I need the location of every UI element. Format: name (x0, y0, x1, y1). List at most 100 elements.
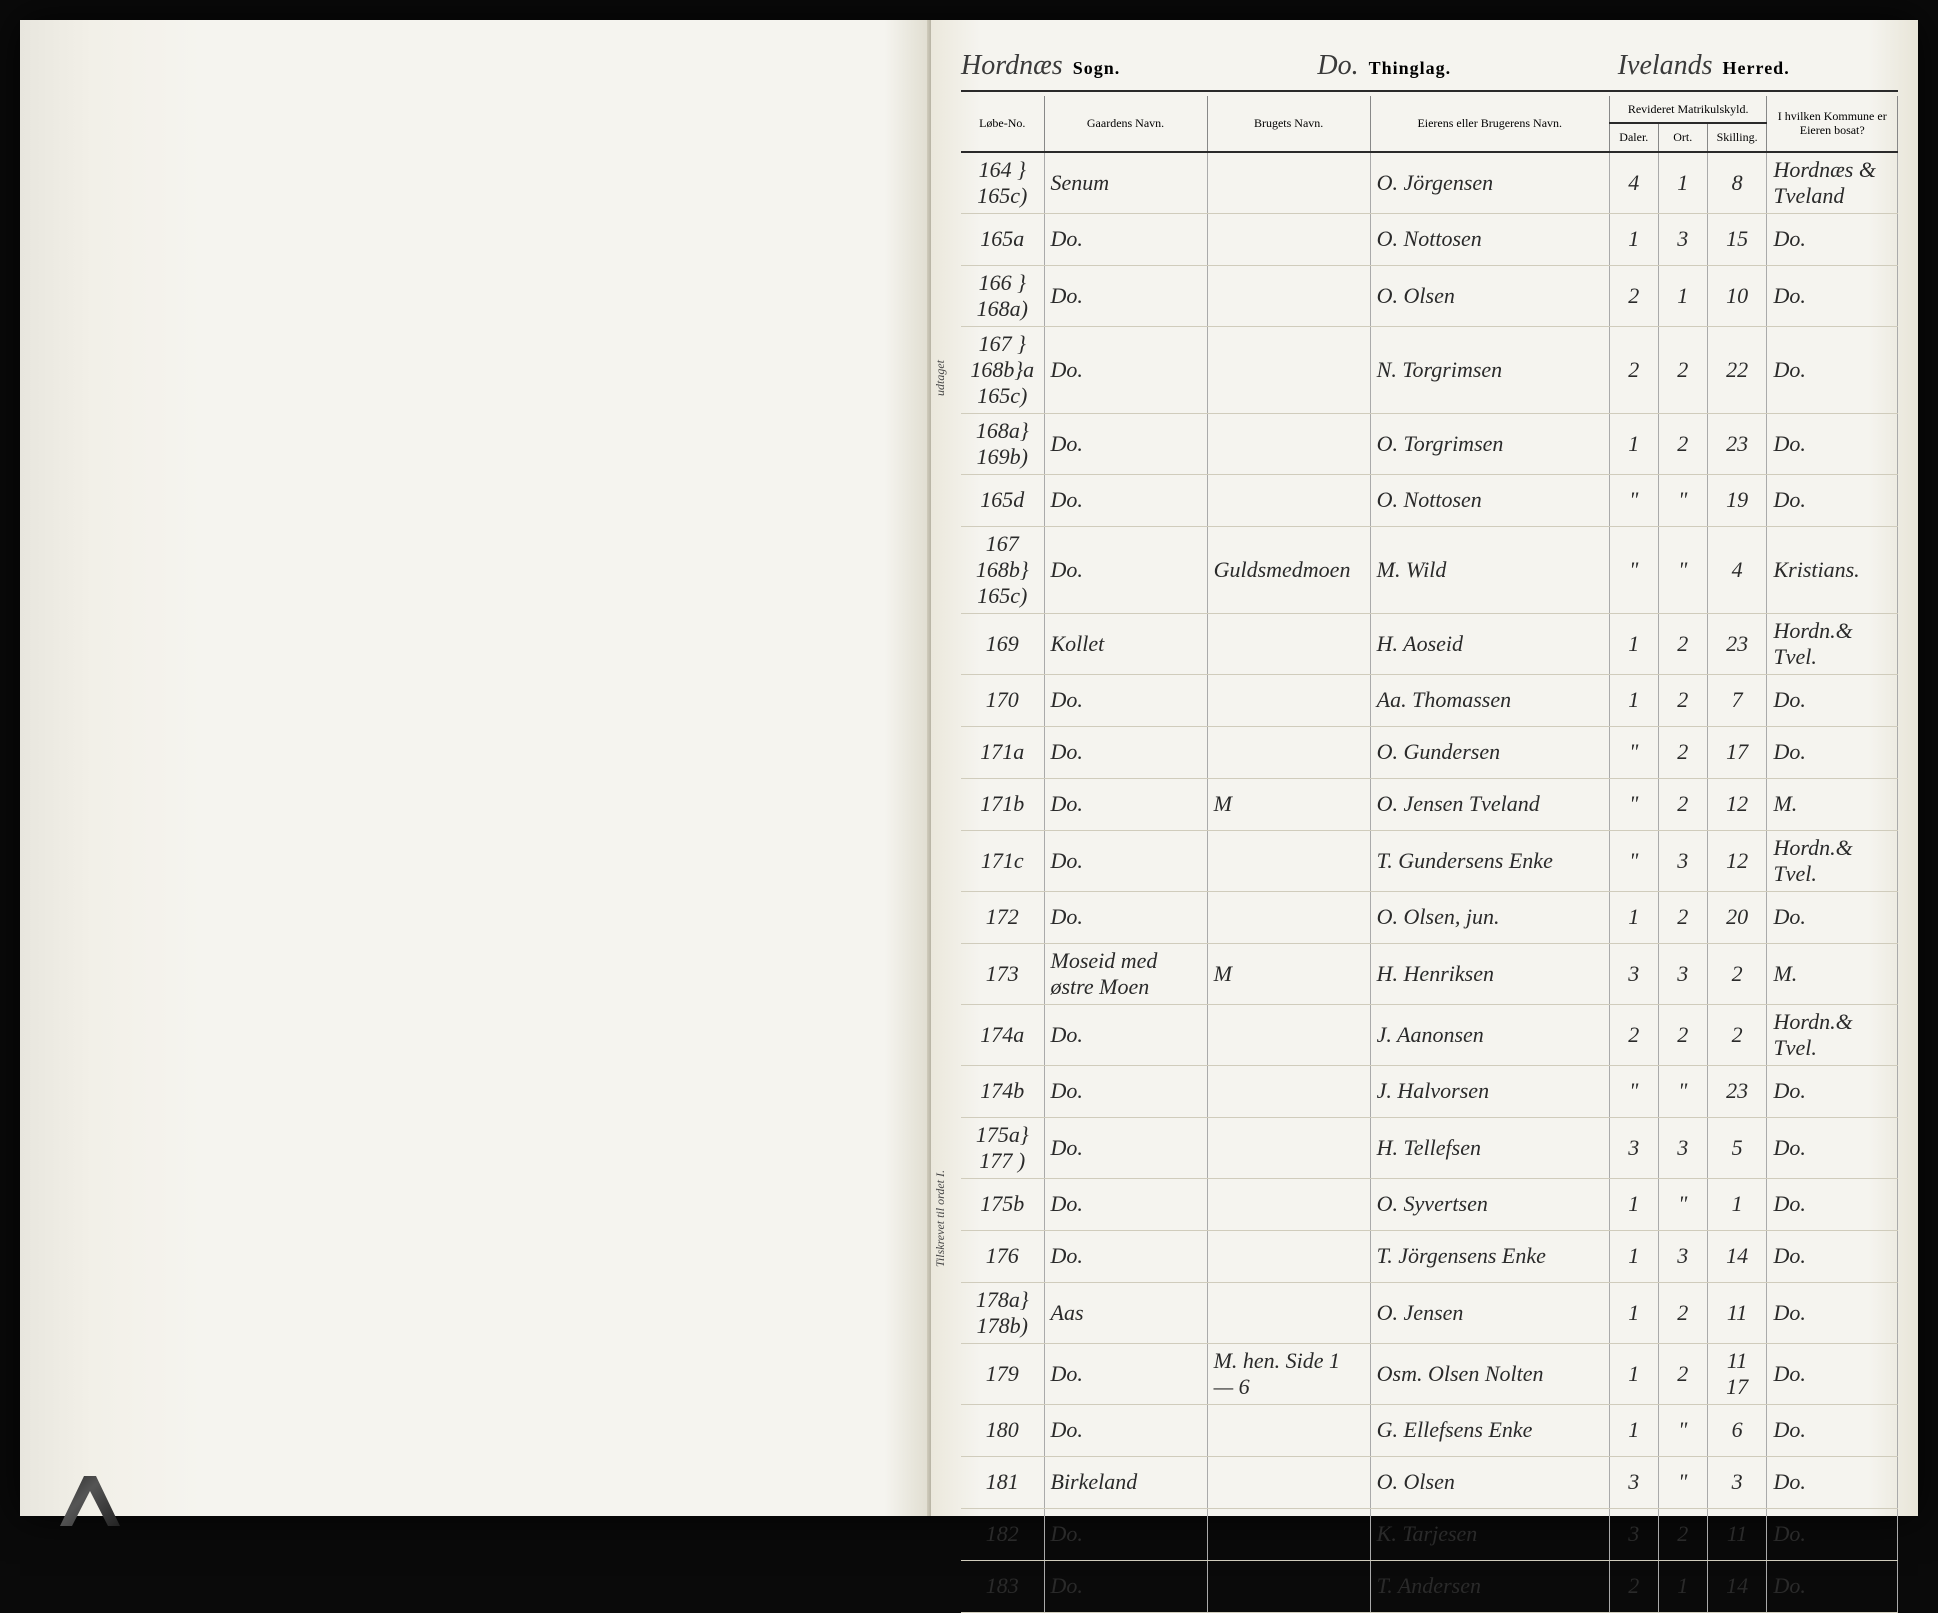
table-row: 176Do.T. Jörgensens Enke1314Do. (961, 1230, 1897, 1282)
cell-brug (1207, 152, 1370, 214)
cell-lobe: 168a} 169b) (961, 413, 1044, 474)
cell-daler: 1 (1609, 1178, 1658, 1230)
binder-clip (60, 1476, 120, 1526)
cell-lobe: 165d (961, 474, 1044, 526)
cell-ort: 2 (1658, 674, 1707, 726)
cell-brug: Guldsmedmoen (1207, 526, 1370, 613)
cell-kommune: Do. (1767, 474, 1898, 526)
cell-daler: 2 (1609, 326, 1658, 413)
cell-gaard: Do. (1044, 830, 1207, 891)
cell-brug (1207, 613, 1370, 674)
cell-brug (1207, 1508, 1370, 1560)
cell-skilling: 11 (1707, 1282, 1767, 1343)
cell-kommune: Do. (1767, 1404, 1898, 1456)
cell-lobe: 176 (961, 1230, 1044, 1282)
cell-skilling: 14 (1707, 1560, 1767, 1612)
cell-eier: H. Tellefsen (1370, 1117, 1609, 1178)
cell-skilling: 15 (1707, 213, 1767, 265)
table-row: 180Do.G. Ellefsens Enke1"6Do. (961, 1404, 1897, 1456)
cell-lobe: 164 } 165c) (961, 152, 1044, 214)
cell-brug: M (1207, 943, 1370, 1004)
cell-gaard: Do. (1044, 1004, 1207, 1065)
cell-lobe: 179 (961, 1343, 1044, 1404)
table-row: 174bDo.J. Halvorsen""23Do. (961, 1065, 1897, 1117)
cell-daler: 2 (1609, 1560, 1658, 1612)
table-body: 164 } 165c)SenumO. Jörgensen418Hordnæs &… (961, 152, 1897, 1613)
cell-ort: 1 (1658, 152, 1707, 214)
col-ort: Ort. (1658, 123, 1707, 151)
cell-ort: 2 (1658, 726, 1707, 778)
cell-daler: 1 (1609, 1230, 1658, 1282)
table-row: 172Do.O. Olsen, jun.1220Do. (961, 891, 1897, 943)
cell-brug (1207, 891, 1370, 943)
table-row: 165dDo.O. Nottosen""19Do. (961, 474, 1897, 526)
cell-ort: 2 (1658, 326, 1707, 413)
cell-lobe: 180 (961, 1404, 1044, 1456)
col-daler: Daler. (1609, 123, 1658, 151)
cell-eier: N. Torgrimsen (1370, 326, 1609, 413)
cell-skilling: 12 (1707, 778, 1767, 830)
cell-kommune: Hordn.& Tvel. (1767, 613, 1898, 674)
cell-daler: 1 (1609, 413, 1658, 474)
ledger-table: Løbe-No. Gaardens Navn. Brugets Navn. Ei… (961, 96, 1898, 1613)
cell-brug (1207, 830, 1370, 891)
cell-lobe: 169 (961, 613, 1044, 674)
cell-eier: O. Nottosen (1370, 474, 1609, 526)
cell-gaard: Moseid med østre Moen (1044, 943, 1207, 1004)
cell-kommune: Do. (1767, 265, 1898, 326)
table-row: 174aDo.J. Aanonsen222Hordn.& Tvel. (961, 1004, 1897, 1065)
cell-gaard: Do. (1044, 474, 1207, 526)
cell-eier: O. Olsen (1370, 1456, 1609, 1508)
cell-eier: H. Henriksen (1370, 943, 1609, 1004)
table-row: 166 } 168a)Do.O. Olsen2110Do. (961, 265, 1897, 326)
cell-brug (1207, 326, 1370, 413)
cell-lobe: 174b (961, 1065, 1044, 1117)
table-row: 175a} 177 )Do.H. Tellefsen335Do. (961, 1117, 1897, 1178)
table-row: 175bDo.O. Syvertsen1"1Do. (961, 1178, 1897, 1230)
cell-gaard: Do. (1044, 1230, 1207, 1282)
cell-eier: T. Jörgensens Enke (1370, 1230, 1609, 1282)
cell-lobe: 175b (961, 1178, 1044, 1230)
cell-brug (1207, 474, 1370, 526)
cell-ort: 2 (1658, 413, 1707, 474)
cell-lobe: 178a} 178b) (961, 1282, 1044, 1343)
cell-gaard: Do. (1044, 265, 1207, 326)
cell-skilling: 12 (1707, 830, 1767, 891)
cell-ort: 2 (1658, 891, 1707, 943)
cell-eier: H. Aoseid (1370, 613, 1609, 674)
cell-brug (1207, 1117, 1370, 1178)
cell-kommune: Do. (1767, 1456, 1898, 1508)
cell-skilling: 22 (1707, 326, 1767, 413)
cell-skilling: 10 (1707, 265, 1767, 326)
cell-eier: J. Halvorsen (1370, 1065, 1609, 1117)
cell-kommune: Hordn.& Tvel. (1767, 1004, 1898, 1065)
cell-skilling: 14 (1707, 1230, 1767, 1282)
cell-daler: 3 (1609, 1456, 1658, 1508)
cell-daler: 3 (1609, 943, 1658, 1004)
cell-lobe: 165a (961, 213, 1044, 265)
cell-daler: " (1609, 778, 1658, 830)
cell-lobe: 171a (961, 726, 1044, 778)
cell-ort: " (1658, 1065, 1707, 1117)
table-row: 181BirkelandO. Olsen3"3Do. (961, 1456, 1897, 1508)
cell-ort: 2 (1658, 613, 1707, 674)
cell-gaard: Kollet (1044, 613, 1207, 674)
cell-daler: 1 (1609, 213, 1658, 265)
cell-gaard: Do. (1044, 726, 1207, 778)
ledger-book: Hordnæs Sogn. Do. Thinglag. Ivelands Her… (20, 20, 1918, 1516)
cell-ort: 3 (1658, 1230, 1707, 1282)
cell-ort: " (1658, 1456, 1707, 1508)
cell-eier: J. Aanonsen (1370, 1004, 1609, 1065)
cell-skilling: 6 (1707, 1404, 1767, 1456)
table-row: 167 168b} 165c)Do.GuldsmedmoenM. Wild""4… (961, 526, 1897, 613)
cell-brug (1207, 1230, 1370, 1282)
cell-gaard: Do. (1044, 1117, 1207, 1178)
col-skilling: Skilling. (1707, 123, 1767, 151)
cell-gaard: Do. (1044, 778, 1207, 830)
table-row: 169KolletH. Aoseid1223Hordn.& Tvel. (961, 613, 1897, 674)
cell-eier: G. Ellefsens Enke (1370, 1404, 1609, 1456)
cell-skilling: 8 (1707, 152, 1767, 214)
col-revideret: Revideret Matrikulskyld. (1609, 96, 1767, 123)
cell-ort: 2 (1658, 1343, 1707, 1404)
right-page-ledger: Hordnæs Sogn. Do. Thinglag. Ivelands Her… (931, 20, 1918, 1516)
